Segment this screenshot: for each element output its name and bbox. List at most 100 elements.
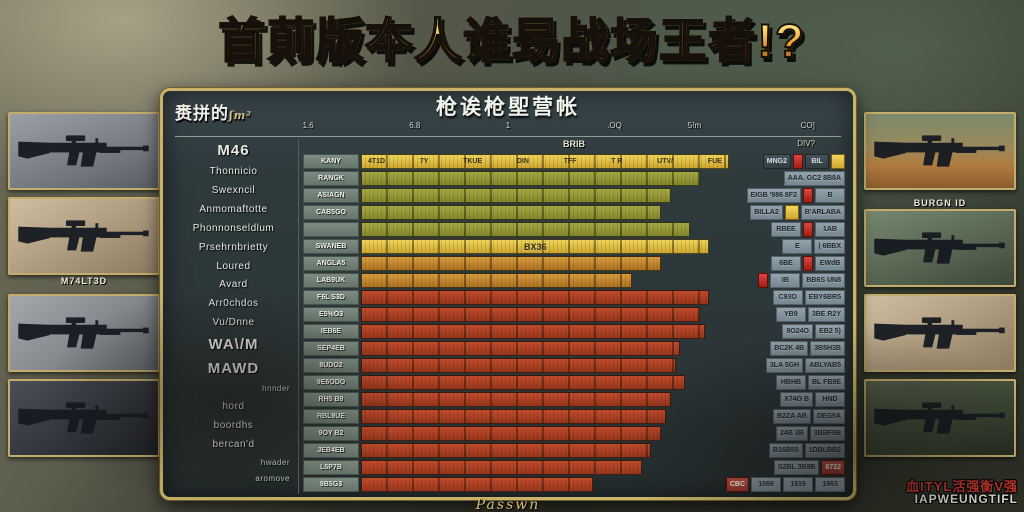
row-label-cell: SWANEB	[303, 239, 359, 254]
stat-bar	[361, 358, 676, 373]
row-label-cell: RANGK	[303, 171, 359, 186]
page-title: 首萴版夲人谁昮战场王者!?	[0, 2, 1024, 71]
table-row[interactable]: SWANEB BX36 E | 6BBX	[303, 239, 845, 254]
weapon-card[interactable]	[8, 112, 160, 190]
table-row[interactable]: RANGK AAA. GC2 8B8A	[303, 171, 845, 186]
row-spacer	[663, 205, 748, 220]
row-track: HBHB BL FB9E	[361, 375, 845, 390]
stat-bar	[361, 205, 662, 220]
weapon-image-frame	[864, 112, 1016, 190]
strip-center-label: BRIB	[563, 139, 585, 149]
row-track: 4T1D 7Y TKUE DIN TFF T R UTV/FUE MNG2 BIL	[361, 154, 845, 169]
row-spacer	[644, 460, 772, 475]
bar-column-text: FUE	[707, 158, 722, 165]
table-row[interactable]: ASIAGN EIGB '986 8F2 B	[303, 188, 845, 203]
stat-bar	[361, 273, 633, 288]
bar-texture	[362, 461, 641, 474]
sidebar-weapon-label: Swexncil	[211, 185, 256, 196]
stat-bar	[361, 341, 681, 356]
row-track: B16B55 1DBLBB2	[361, 443, 845, 458]
stat-bar	[361, 409, 666, 424]
sidebar-weapon-label: Prsehrnbrietty	[198, 241, 269, 253]
table-row[interactable]: RBEE 1AB	[303, 222, 845, 237]
stat-cell: 24B 3B	[776, 426, 808, 441]
row-label-cell: 9OY B2	[303, 426, 359, 441]
bar-center-text: BX36	[523, 241, 547, 252]
weapon-card[interactable]: M74LT3D	[8, 197, 160, 287]
table-row[interactable]: IEB6E 9O24O EB2 5)	[303, 324, 845, 339]
rifle-silhouette-icon	[872, 128, 1008, 173]
rifle-silhouette-icon	[872, 310, 1008, 355]
row-track: EIGB '986 8F2 B	[361, 188, 845, 203]
weapon-label: BURGN ID	[913, 198, 967, 208]
row-spacer	[687, 375, 774, 390]
row-label-cell: RBL9UE	[303, 409, 359, 424]
row-label-cell: E5%O3	[303, 307, 359, 322]
table-row[interactable]: JEB4EB B16B55 1DBLBB2	[303, 443, 845, 458]
row-spacer	[663, 256, 769, 271]
table-row[interactable]: LAB9UK IB BB6S UN8	[303, 273, 845, 288]
stat-cell: RBEE	[771, 222, 801, 237]
row-spacer	[702, 171, 782, 186]
weapon-image-frame	[864, 209, 1016, 287]
table-row[interactable]: ANGLA5 6BE EWdB	[303, 256, 845, 271]
row-label-cell: CAB5GO	[303, 205, 359, 220]
stats-panel: 赉拼的ʃm² 枪诶枪堲营帐 1.6 6.8 1 .OQ 5!m CO] M46 Thonni…	[160, 88, 856, 512]
bar-texture	[362, 308, 699, 321]
rifle-silhouette-icon	[872, 395, 1008, 440]
weapon-card[interactable]	[864, 379, 1016, 457]
table-row[interactable]: E5%O3 YB9 3BE R2Y	[303, 307, 845, 322]
rifle-silhouette-icon	[16, 395, 152, 440]
table-row[interactable]: 9E6ODO HBHB BL FB9E	[303, 375, 845, 390]
table-strip: BRIB DIV?	[303, 139, 845, 154]
weapon-card[interactable]	[864, 112, 1016, 190]
table-row[interactable]: RBL9UE B2ZA AB DEG5A	[303, 409, 845, 424]
row-track: BC2K 4B 3B5H3B	[361, 341, 845, 356]
stat-cell: 6722	[821, 460, 845, 475]
row-spacer	[682, 341, 768, 356]
row-spacer	[692, 222, 769, 237]
ruler-tick: CO]	[800, 121, 815, 130]
weapon-card[interactable]	[864, 294, 1016, 372]
weapon-column-right: BURGN ID	[864, 112, 1016, 457]
table-row[interactable]: 9OY B2 24B 3B 3BBF9B	[303, 426, 845, 441]
row-label-cell: SEP4EB	[303, 341, 359, 356]
weapon-card[interactable]	[8, 294, 160, 372]
row-track: X74O B HND	[361, 392, 845, 407]
sidebar-weapon-label: aromove	[255, 474, 290, 484]
stat-cell: YB9	[775, 307, 806, 322]
sidebar-weapon-label: M46	[217, 142, 250, 159]
bar-texture	[362, 342, 680, 355]
row-track: BILLA2 B'ARLABA	[361, 205, 845, 220]
row-label-cell: F6L S3D	[303, 290, 359, 305]
table-row[interactable]: SEP4EB BC2K 4B 3B5H3B	[303, 341, 845, 356]
sidebar-weapon-label: WA\/M	[208, 336, 259, 353]
row-track: RBEE 1AB	[361, 222, 845, 237]
table-row[interactable]: KANY 4T1D 7Y TKUE DIN TFF T R UTV/FUE MNG2 BIL	[303, 154, 845, 169]
stat-bar	[361, 222, 691, 237]
ruler-tick: .OQ	[607, 121, 622, 130]
weapon-card[interactable]: BURGN ID	[864, 197, 1016, 287]
sidebar-weapon-label: Thonnicio	[209, 166, 258, 178]
sidebar-weapon-label: Avard	[219, 279, 248, 291]
stat-cell: EB2 5)	[815, 324, 845, 339]
weapon-card[interactable]	[8, 379, 160, 457]
watermark-line1: 血ITYL活强衡V强	[906, 478, 1018, 494]
sidebar-weapon-label: Vu/Dnne	[212, 317, 255, 329]
sidebar-weapon-label: boordhs	[213, 419, 254, 431]
table-row[interactable]: RH5 B9 X74O B HND	[303, 392, 845, 407]
stat-bar	[361, 426, 662, 441]
stat-cell: E	[782, 239, 813, 254]
bar-texture	[362, 376, 685, 389]
stat-cell: AAA. GC2 8B8A	[783, 171, 845, 186]
table-row[interactable]: 9B5G3 CBC 1069 1919 1963	[303, 477, 845, 492]
table-row[interactable]: F6L S3D C93O EBY6BR5	[303, 290, 845, 305]
table-row[interactable]: 8UDO2 3LA 5GH ABLYAB5	[303, 358, 845, 373]
ruler: 1.6 6.8 1 .OQ 5!m CO]	[175, 121, 841, 137]
stat-cell: 1919	[783, 477, 813, 492]
sidebar-weapon-label: bercan'd	[212, 438, 255, 450]
row-track: YB9 3BE R2Y	[361, 307, 845, 322]
row-track: 24B 3B 3BBF9B	[361, 426, 845, 441]
table-row[interactable]: L5P7B S2BL 3B9B 6722	[303, 460, 845, 475]
table-row[interactable]: CAB5GO BILLA2 B'ARLABA	[303, 205, 845, 220]
